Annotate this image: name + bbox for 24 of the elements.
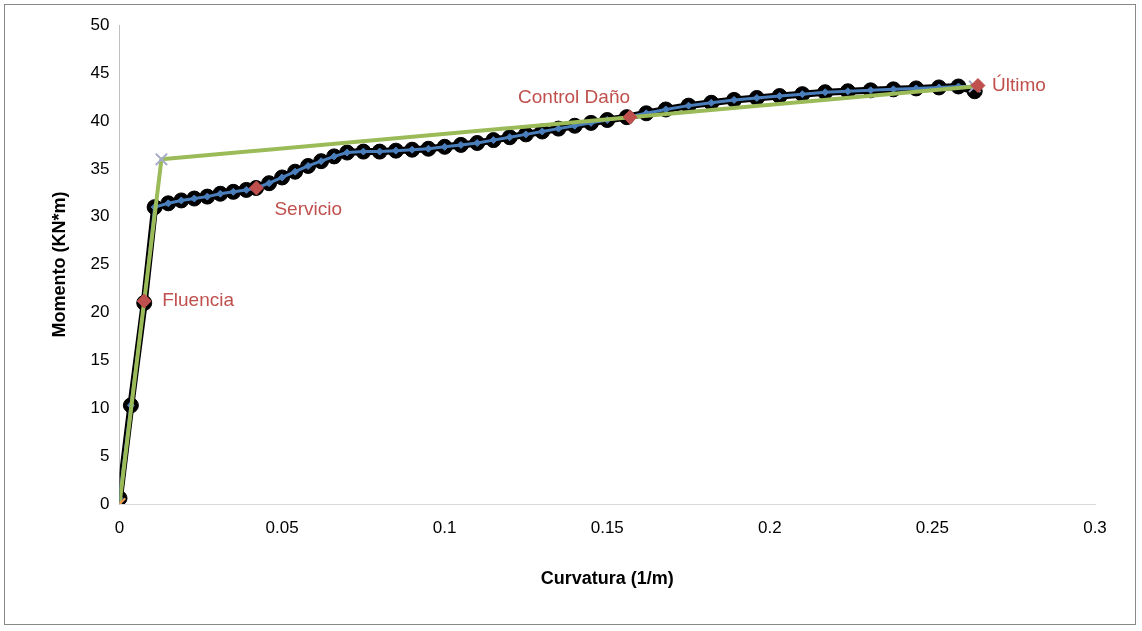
annotation: Fluencia <box>162 289 235 311</box>
y-tick-label: 50 <box>90 14 110 34</box>
y-tick-label: 45 <box>90 62 110 82</box>
x-axis-title: Curvatura (1/m) <box>540 568 674 589</box>
x-tick-label: 0.05 <box>265 517 299 537</box>
y-axis-title: Momento (KN*m) <box>48 191 69 338</box>
x-tick-label: 0.2 <box>758 517 782 537</box>
y-tick-label: 10 <box>90 397 110 417</box>
y-tick-label: 15 <box>90 350 110 370</box>
y-tick-label: 40 <box>90 110 110 130</box>
x-tick-label: 0.3 <box>1083 517 1107 537</box>
x-tick-label: 0.25 <box>915 517 949 537</box>
x-tick-label: 0.1 <box>432 517 457 537</box>
y-tick-label: 35 <box>90 158 110 178</box>
annotation: Servicio <box>274 197 342 219</box>
y-tick-label: 30 <box>90 206 110 226</box>
y-tick-label: 25 <box>90 254 110 274</box>
x-tick-label: 0.15 <box>590 517 624 537</box>
y-tick-label: 20 <box>90 302 110 322</box>
x-tick-label: 0 <box>114 517 125 537</box>
y-tick-label: 0 <box>100 493 110 513</box>
y-tick-label: 5 <box>100 445 110 465</box>
annotation: Último <box>991 73 1046 95</box>
annotation: Control Daño <box>518 85 631 107</box>
